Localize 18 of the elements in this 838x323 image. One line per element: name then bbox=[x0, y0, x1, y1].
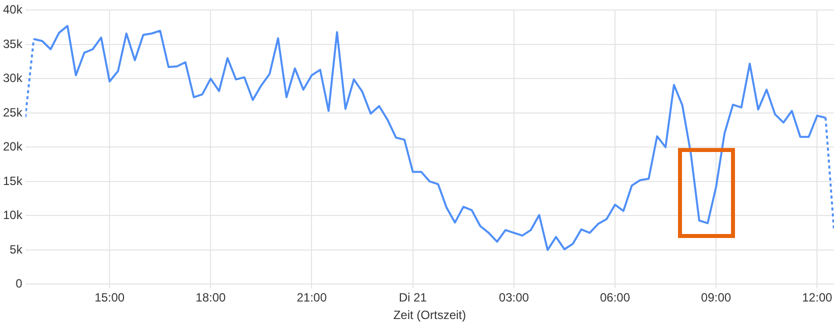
y-tick-label: 10k bbox=[2, 208, 24, 222]
x-axis-title: Zeit (Ortszeit) bbox=[393, 308, 466, 322]
y-tick-label: 0 bbox=[16, 276, 23, 291]
y-tick-label: 20k bbox=[2, 140, 24, 154]
x-tick-label: 21:00 bbox=[296, 290, 328, 305]
x-tick-label: 12:00 bbox=[802, 290, 832, 305]
x-tick-label: 15:00 bbox=[94, 290, 125, 305]
y-tick-label: 30k bbox=[2, 71, 24, 86]
x-tick-label: Di 21 bbox=[398, 290, 428, 305]
y-tick-label: 35k bbox=[2, 36, 24, 51]
y-tick-label: 25k bbox=[2, 105, 24, 120]
y-tick-label: 15k bbox=[2, 174, 24, 188]
x-tick-label: 18:00 bbox=[196, 290, 226, 305]
x-tick-label: 03:00 bbox=[498, 290, 530, 305]
y-tick-label: 40k bbox=[2, 2, 24, 17]
x-tick-label: 06:00 bbox=[600, 290, 630, 305]
y-tick-label: 5k bbox=[10, 242, 24, 256]
x-tick-label: 09:00 bbox=[701, 290, 732, 305]
